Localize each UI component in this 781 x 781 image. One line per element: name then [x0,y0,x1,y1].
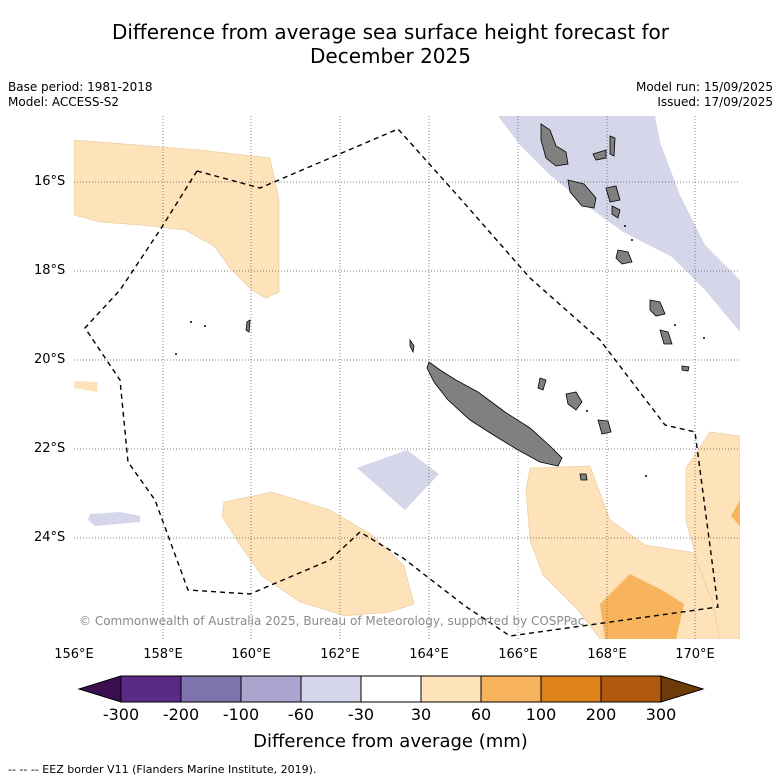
anomaly-region-east [685,431,740,639]
colorbar-extend-low [77,675,122,703]
lon-label-162e: 162°E [320,647,360,662]
anomaly-region-south-center [221,491,415,617]
lon-label-170e: 170°E [675,647,715,662]
island-vanuatu-10 [681,365,690,372]
island-vanuatu-5 [605,185,621,203]
island-vanuatu-4 [609,135,616,157]
anomaly-region-orange-east [731,500,740,526]
lon-label-166e: 166°E [498,647,538,662]
lat-label-24s: 24°S [34,530,66,545]
graticule [74,116,740,639]
anomaly-region-purple-west [88,512,140,526]
colorbar-segment [180,675,242,703]
lon-label-164e: 164°E [409,647,449,662]
colorbar-extend-high [660,675,705,703]
model-run: Model run: 15/09/2025 [635,80,773,94]
colorbar-segment [480,675,542,703]
eez-border [84,128,719,637]
anomaly-region-southeast [525,465,740,639]
island-loyalty-2 [597,419,612,435]
island-vanuatu-8 [649,299,666,317]
colorbar-tick-label: 200 [585,705,617,724]
island-small-1 [537,377,547,391]
colorbar-tick-label: 30 [410,705,432,724]
island-vanuatu-1 [540,123,569,167]
land-dots [175,225,705,477]
meta-left: Base period: 1981-2018 Model: ACCESS-S2 [8,80,153,110]
anomaly-region-purple-ne [498,116,740,332]
lat-label-18s: 18°S [34,263,66,278]
anomaly-region-west-small [74,381,98,392]
colorbar-tick-label: -300 [102,705,140,724]
colorbar-tick-label: -30 [347,705,375,724]
anomaly-region-white-ne-patch [711,116,740,140]
colorbar-tick-label: 300 [645,705,677,724]
map-title: Difference from average sea surface heig… [0,20,781,68]
colorbar-segment [420,675,482,703]
colorbar-segment [300,675,362,703]
lat-label-22s: 22°S [34,441,66,456]
eez-legend-note: -- -- -- EEZ border V11 (Flanders Marine… [8,763,317,776]
colorbar-segment [360,675,422,703]
base-period: Base period: 1981-2018 [8,80,153,94]
colorbar-tick-label: 60 [470,705,492,724]
title-line-2: December 2025 [310,44,471,68]
title-line-1: Difference from average sea surface heig… [111,20,670,44]
island-chesterfield [245,319,251,333]
colorbar-tick-label: -60 [287,705,315,724]
lat-label-16s: 16°S [34,174,66,189]
issued-date: Issued: 17/09/2025 [657,95,773,109]
colorbar-segment [600,675,662,703]
meta-right: Model run: 15/09/2025 Issued: 17/09/2025 [636,80,773,110]
lon-label-156e: 156°E [54,647,94,662]
model-name: Model: ACCESS-S2 [8,95,120,109]
lon-label-158e: 158°E [143,647,183,662]
island-vanuatu-6 [611,205,621,219]
colorbar-tick-label: 100 [525,705,557,724]
lon-label-168e: 168°E [587,647,627,662]
island-vanuatu-3 [592,149,607,161]
colorbar-title: Difference from average (mm) [253,731,528,752]
colorbar-segment [120,675,182,703]
anomaly-region-purple-center [357,450,439,510]
colorbar-tick-label: -100 [222,705,260,724]
land-masses [245,123,690,481]
island-vanuatu-7 [615,249,633,265]
lat-label-20s: 20°S [34,352,66,367]
copyright-note: © Commonwealth of Australia 2025, Bureau… [79,614,585,628]
lon-label-160e: 160°E [231,647,271,662]
island-isle-of-pines [579,473,588,481]
island-belep [409,338,415,354]
colorbar-segment [540,675,602,703]
colorbar-tick-label: -200 [162,705,200,724]
island-vanuatu-2 [567,179,597,209]
island-loyalty-1 [565,391,583,411]
island-vanuatu-9 [659,329,673,345]
colorbar-segment [240,675,302,703]
new-caledonia-main-island [426,361,563,467]
anomaly-region-orange-south [600,574,684,639]
